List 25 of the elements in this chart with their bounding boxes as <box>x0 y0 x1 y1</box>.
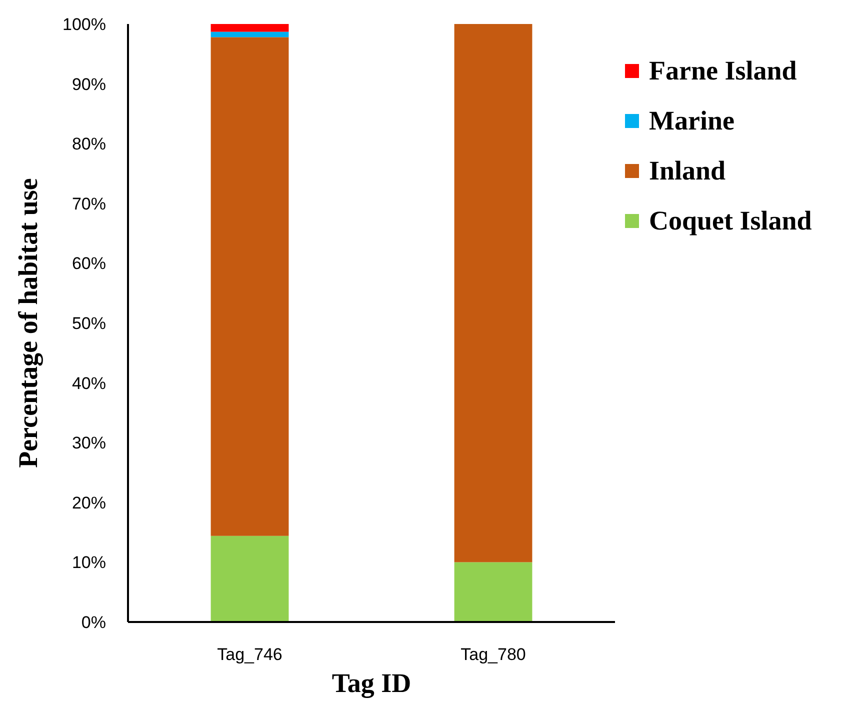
bar <box>210 24 289 32</box>
x-tick-label: Tag_780 <box>460 645 526 664</box>
legend-label: Marine <box>649 105 734 136</box>
legend-label: Farne Island <box>649 55 797 86</box>
y-tick-label: 20% <box>72 493 106 512</box>
legend-label: Inland <box>649 155 726 186</box>
x-tick-label: Tag_746 <box>217 645 282 664</box>
bar <box>210 37 289 536</box>
bar <box>210 32 289 38</box>
x-axis-title: Tag ID <box>332 668 412 698</box>
legend-label: Coquet Island <box>649 205 812 236</box>
y-tick-label: 30% <box>72 434 106 453</box>
y-tick-label: 60% <box>72 254 106 274</box>
y-tick-label: 0% <box>81 612 106 632</box>
y-tick-label: 80% <box>72 134 106 154</box>
y-axis-title: Percentage of habitat use <box>13 178 43 468</box>
y-tick-label: 100% <box>62 14 106 34</box>
y-tick-label: 10% <box>72 553 106 572</box>
bar <box>210 536 289 622</box>
bar <box>454 562 532 622</box>
y-tick-label: 40% <box>72 374 106 393</box>
bar <box>454 24 532 562</box>
y-tick-label: 90% <box>72 74 106 94</box>
y-tick-label: 70% <box>72 194 106 214</box>
y-tick-label: 50% <box>72 314 106 333</box>
